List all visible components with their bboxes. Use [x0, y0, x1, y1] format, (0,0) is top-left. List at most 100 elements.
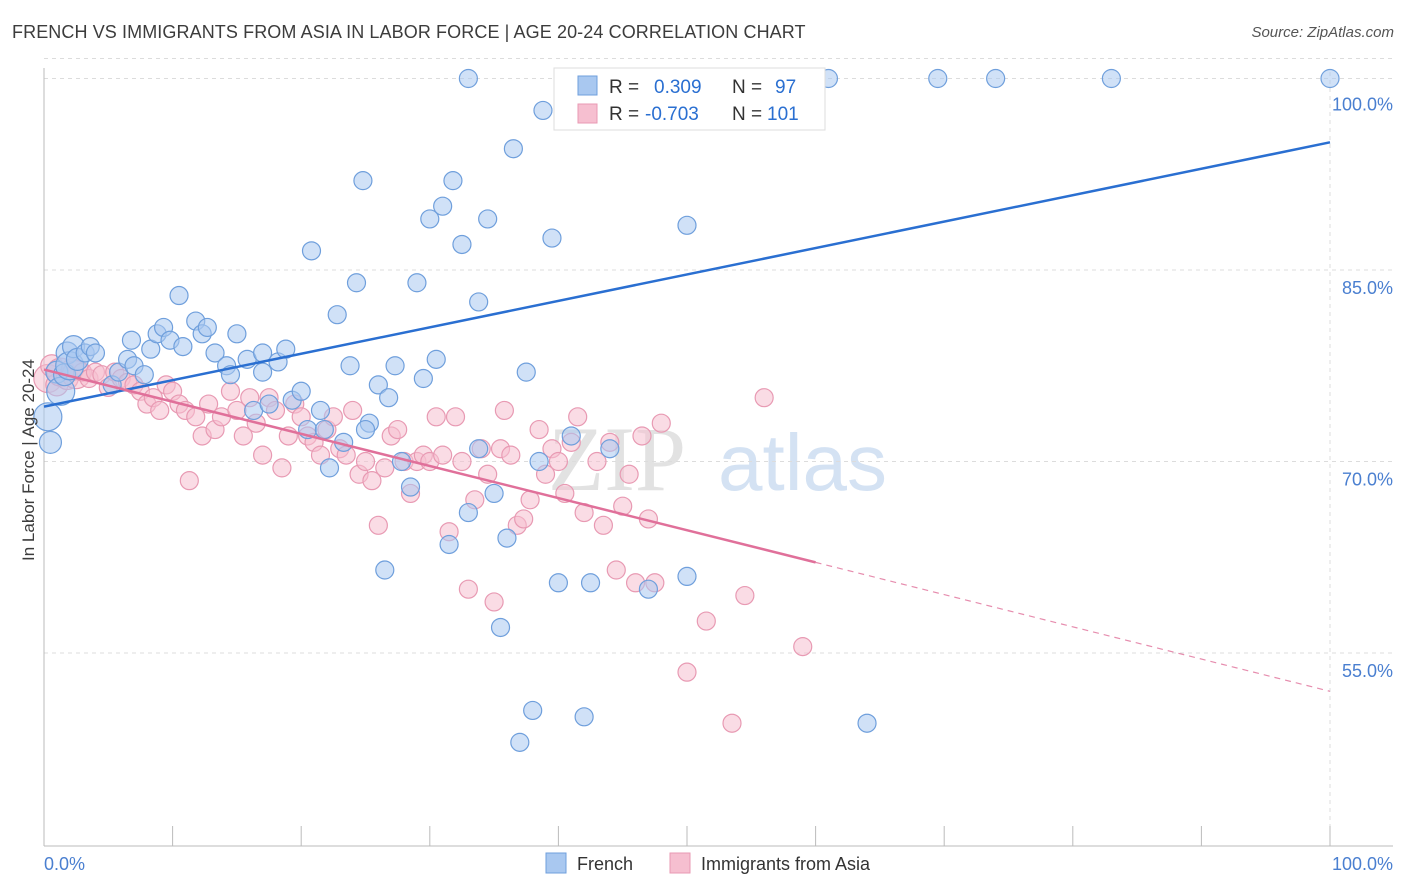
x-tick-label-max: 100.0% [1332, 854, 1393, 874]
series-immigrants-from-asia [33, 354, 813, 733]
french-point [452, 234, 472, 255]
french-point [458, 68, 478, 89]
asia-point [677, 662, 697, 682]
asia-point [754, 388, 774, 408]
french-point [469, 439, 489, 459]
french-point [677, 566, 697, 587]
french-point [516, 362, 536, 382]
source-credit: Source: ZipAtlas.com [1251, 24, 1394, 41]
french-point [340, 356, 360, 376]
asia-point [179, 471, 199, 491]
asia-point [355, 451, 376, 472]
french-point [385, 356, 405, 376]
french-point [327, 305, 347, 325]
legend-french-swatch [577, 75, 598, 96]
french-point [121, 330, 142, 350]
french-point [443, 171, 463, 191]
watermark-atlas: atlas [718, 418, 887, 507]
french-point [169, 285, 189, 306]
french-point [523, 700, 543, 721]
y-tick-label-70: 70.0% [1342, 470, 1393, 490]
french-point [291, 381, 311, 401]
legend-bottom-french-label: French [577, 854, 633, 874]
legend-asia-n-label: N = [732, 104, 762, 125]
legend-series: French Immigrants from Asia [545, 852, 871, 874]
legend-asia-n: 101 [767, 104, 799, 125]
french-point [134, 365, 154, 385]
asia-point [220, 381, 241, 401]
asia-point [548, 451, 569, 472]
french-point [368, 375, 388, 395]
legend-bottom-asia-swatch [669, 852, 691, 874]
french-point [1101, 68, 1121, 89]
chart-title: FRENCH VS IMMIGRANTS FROM ASIA IN LABOR … [12, 22, 806, 42]
french-point [205, 343, 225, 363]
legend-asia-swatch [577, 103, 598, 124]
french-point [346, 273, 367, 293]
french-point [677, 215, 697, 235]
french-point [548, 573, 569, 593]
x-tick-label-min: 0.0% [44, 854, 85, 874]
french-point [85, 343, 106, 363]
french-point [319, 458, 340, 478]
asia-point [568, 407, 588, 427]
legend-bottom-asia-label: Immigrants from Asia [701, 854, 871, 874]
french-point [638, 579, 659, 599]
asia-point [343, 400, 363, 421]
asia-point [272, 458, 292, 478]
trend-lines [43, 141, 1331, 692]
asia-point [233, 426, 253, 446]
asia-point [375, 458, 395, 478]
y-tick-labels: 55.0% 70.0% 85.0% 100.0% [1332, 95, 1393, 682]
french-point [33, 402, 63, 432]
axes [43, 68, 1393, 847]
french-point [580, 573, 601, 593]
french-point [38, 430, 63, 454]
french-point [355, 419, 376, 440]
legend-stats: R = 0.309 N = 97 R = -0.703 N = 101 [553, 67, 826, 131]
french-point [490, 617, 511, 638]
french-point [197, 317, 217, 338]
asia-point [722, 713, 742, 733]
french-point [379, 388, 399, 408]
french-point [574, 707, 594, 727]
asia-point [587, 451, 607, 472]
french-point [400, 477, 421, 497]
french-point [413, 368, 433, 389]
french-point [353, 171, 373, 191]
asia-point [606, 560, 626, 580]
legend-french-n: 97 [775, 77, 796, 98]
french-point [314, 419, 334, 440]
asia-trend-line-extrapolated [815, 561, 1331, 692]
french-point [986, 68, 1006, 89]
french-point [253, 362, 273, 382]
series-french [33, 68, 1340, 752]
french-point [1320, 68, 1340, 89]
asia-point [501, 445, 521, 465]
french-point [420, 209, 440, 229]
french-point [227, 324, 247, 344]
legend-asia-r: -0.703 [645, 104, 699, 125]
french-point [533, 100, 553, 121]
asia-point [593, 515, 614, 535]
french-point [301, 241, 322, 261]
legend-french-r: 0.309 [654, 77, 702, 98]
asia-point [494, 400, 514, 421]
french-point [375, 560, 395, 580]
french-point [484, 483, 504, 504]
french-point [310, 400, 331, 421]
asia-trend-line [43, 368, 816, 564]
french-point [458, 502, 478, 523]
asia-point [632, 426, 652, 446]
french-point [510, 732, 530, 752]
asia-point [484, 592, 504, 612]
french-point [928, 68, 948, 89]
asia-point [696, 611, 716, 631]
legend-french-n-label: N = [732, 77, 762, 98]
french-point [542, 228, 562, 248]
asia-point [426, 407, 446, 427]
french-point [259, 394, 279, 414]
asia-point [388, 419, 408, 440]
asia-point [150, 400, 170, 421]
